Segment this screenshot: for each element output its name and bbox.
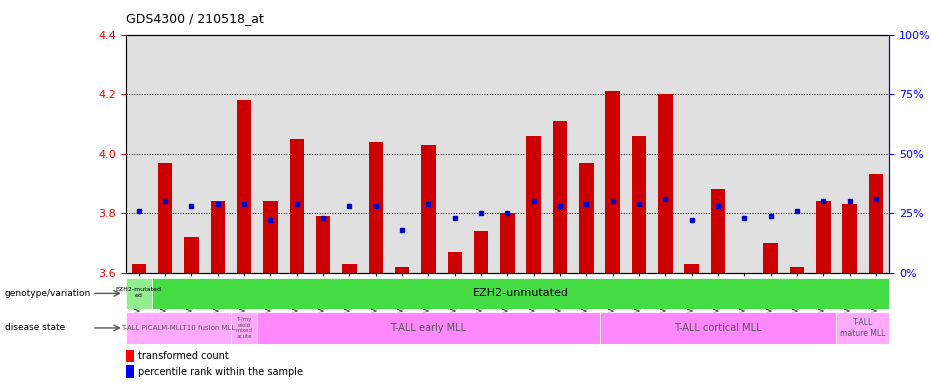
Bar (843, 204, 857, 273)
Bar (500, 213, 515, 273)
Bar (836, 312, 889, 344)
Bar (448, 252, 462, 273)
Text: disease state: disease state (5, 323, 65, 333)
Bar (158, 162, 172, 273)
Text: genotype/variation: genotype/variation (5, 289, 91, 298)
Text: percentile rank within the sample: percentile rank within the sample (138, 367, 304, 377)
Text: GDS4300 / 210518_at: GDS4300 / 210518_at (126, 12, 263, 25)
Bar (210, 201, 225, 273)
Text: T-/my
eloid
mixed
acute: T-/my eloid mixed acute (236, 317, 252, 339)
Text: T-ALL PICALM-MLLT10 fusion MLL: T-ALL PICALM-MLLT10 fusion MLL (121, 325, 236, 331)
Bar (131, 264, 146, 273)
Bar (395, 266, 410, 273)
Text: EZH2-unmutated: EZH2-unmutated (473, 288, 569, 298)
Bar (684, 264, 699, 273)
Bar (290, 139, 304, 273)
Text: T-ALL
mature MLL: T-ALL mature MLL (840, 318, 885, 338)
Bar (553, 121, 567, 273)
Bar (126, 278, 152, 309)
Bar (658, 94, 672, 273)
Bar (263, 201, 277, 273)
Text: transformed count: transformed count (138, 351, 229, 361)
Bar (316, 216, 331, 273)
Bar (126, 366, 134, 378)
Bar (184, 237, 198, 273)
Bar (369, 142, 383, 273)
Text: EZH2-mutated
ed: EZH2-mutated ed (115, 287, 162, 298)
Bar (816, 201, 830, 273)
Bar (527, 136, 541, 273)
Bar (236, 100, 251, 273)
Bar (126, 312, 231, 344)
Bar (710, 189, 725, 273)
Text: T-ALL early MLL: T-ALL early MLL (390, 323, 466, 333)
Bar (605, 91, 620, 273)
Bar (343, 264, 357, 273)
Bar (474, 231, 488, 273)
Bar (600, 312, 836, 344)
Bar (231, 312, 257, 344)
Bar (257, 312, 600, 344)
Text: T-ALL cortical MLL: T-ALL cortical MLL (674, 323, 762, 333)
Bar (869, 174, 884, 273)
Bar (763, 243, 778, 273)
Bar (579, 162, 594, 273)
Bar (632, 136, 646, 273)
Bar (126, 350, 134, 362)
Bar (789, 266, 804, 273)
Bar (421, 145, 436, 273)
